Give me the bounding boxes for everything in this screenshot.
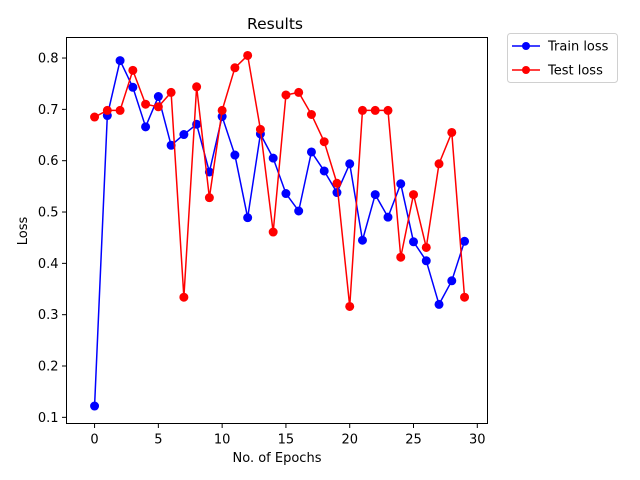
x-tick-label: 25	[405, 433, 422, 448]
data-point-test-loss	[230, 63, 240, 73]
x-tick-label: 20	[341, 433, 358, 448]
y-tick-label: 0.5	[38, 206, 59, 221]
data-point-test-loss	[115, 105, 125, 115]
data-point-train-loss	[115, 56, 125, 66]
data-point-test-loss	[192, 82, 202, 92]
data-point-test-loss	[243, 50, 253, 60]
data-point-train-loss	[90, 401, 100, 411]
data-point-test-loss	[102, 105, 112, 115]
legend-label: Train loss	[547, 40, 609, 55]
data-point-test-loss	[345, 301, 355, 311]
data-point-test-loss	[281, 90, 291, 100]
x-tick-label: 10	[214, 433, 231, 448]
data-point-train-loss	[281, 189, 291, 199]
y-tick-label: 0.6	[38, 154, 59, 169]
data-point-train-loss	[396, 179, 406, 189]
data-point-train-loss	[383, 212, 393, 222]
x-axis-label: No. of Epochs	[233, 451, 322, 466]
data-point-train-loss	[370, 190, 380, 200]
x-tick-label: 15	[278, 433, 295, 448]
data-point-test-loss	[306, 109, 316, 119]
y-tick-label: 0.8	[38, 52, 59, 67]
x-tick-label: 5	[154, 433, 162, 448]
legend: Train loss Test loss	[507, 33, 618, 83]
data-point-test-loss	[460, 292, 470, 302]
data-point-test-loss	[217, 105, 227, 115]
data-point-test-loss	[357, 105, 367, 115]
y-axis: 0.1 0.2 0.3 0.4 0.5 0.6 0.7 0.8	[38, 52, 67, 426]
data-point-test-loss	[294, 87, 304, 97]
data-point-test-loss	[141, 99, 151, 109]
data-point-test-loss	[179, 292, 189, 302]
data-point-train-loss	[230, 150, 240, 160]
legend-marker	[522, 66, 530, 74]
data-point-train-loss	[294, 206, 304, 216]
legend-label: Test loss	[547, 64, 603, 79]
data-point-train-loss	[179, 130, 189, 140]
x-tick-label: 0	[90, 433, 98, 448]
x-tick-label: 30	[469, 433, 486, 448]
plot-frame	[66, 37, 488, 424]
data-point-test-loss	[370, 105, 380, 115]
y-tick-label: 0.4	[38, 257, 59, 272]
series-test-loss	[90, 50, 470, 311]
data-point-test-loss	[90, 112, 100, 122]
data-point-train-loss	[128, 82, 138, 92]
series-train-loss	[90, 56, 470, 411]
data-point-test-loss	[447, 127, 457, 137]
data-point-test-loss	[396, 252, 406, 262]
x-axis: 0 5 10 15 20 25 30	[90, 423, 486, 448]
chart-title: Results	[247, 15, 303, 33]
data-point-test-loss	[204, 193, 214, 203]
legend-entry-test-loss: Test loss	[512, 64, 603, 79]
data-point-train-loss	[345, 159, 355, 169]
y-tick-label: 0.1	[38, 411, 59, 426]
data-point-train-loss	[306, 147, 316, 157]
y-tick-label: 0.3	[38, 308, 59, 323]
data-point-test-loss	[166, 87, 176, 97]
series-layer	[90, 50, 470, 411]
y-tick-label: 0.2	[38, 360, 59, 375]
data-point-test-loss	[409, 190, 419, 200]
data-point-train-loss	[268, 153, 278, 163]
data-point-train-loss	[460, 236, 470, 246]
plot-area	[66, 37, 488, 424]
y-axis-label: Loss	[16, 217, 31, 246]
data-point-test-loss	[421, 242, 431, 252]
data-point-test-loss	[319, 137, 329, 147]
data-point-test-loss	[255, 124, 265, 134]
data-point-test-loss	[434, 159, 444, 169]
data-point-test-loss	[332, 178, 342, 188]
data-point-train-loss	[447, 276, 457, 286]
data-point-train-loss	[243, 213, 253, 223]
data-point-train-loss	[409, 237, 419, 247]
data-point-train-loss	[153, 92, 163, 102]
legend-marker	[522, 42, 530, 50]
data-point-train-loss	[141, 122, 151, 132]
series-line-train-loss	[93, 59, 466, 407]
data-point-train-loss	[319, 166, 329, 176]
data-point-test-loss	[383, 105, 393, 115]
data-point-test-loss	[153, 102, 163, 112]
data-point-test-loss	[128, 65, 138, 75]
data-point-train-loss	[421, 256, 431, 266]
data-point-test-loss	[268, 227, 278, 237]
data-point-train-loss	[357, 235, 367, 245]
legend-entry-train-loss: Train loss	[512, 40, 609, 55]
series-line-test-loss	[94, 54, 466, 308]
y-tick-label: 0.7	[38, 103, 59, 118]
data-point-train-loss	[434, 299, 444, 309]
